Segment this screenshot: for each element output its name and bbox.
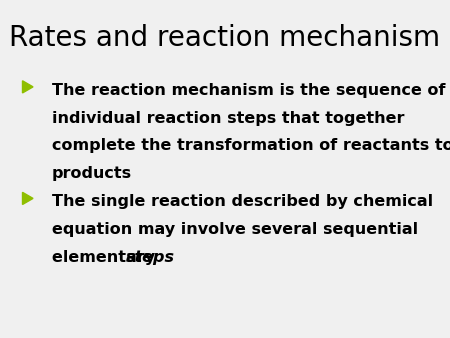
Polygon shape <box>22 81 33 93</box>
Text: products: products <box>52 166 132 181</box>
Text: complete the transformation of reactants to: complete the transformation of reactants… <box>52 138 450 153</box>
Text: steps: steps <box>126 250 174 265</box>
Polygon shape <box>22 192 33 204</box>
Text: The single reaction described by chemical: The single reaction described by chemica… <box>52 194 433 209</box>
Text: Rates and reaction mechanism: Rates and reaction mechanism <box>9 24 441 52</box>
Text: equation may involve several sequential: equation may involve several sequential <box>52 222 418 237</box>
Text: individual reaction steps that together: individual reaction steps that together <box>52 111 404 125</box>
Text: elementary: elementary <box>52 250 161 265</box>
Text: The reaction mechanism is the sequence of: The reaction mechanism is the sequence o… <box>52 83 445 98</box>
